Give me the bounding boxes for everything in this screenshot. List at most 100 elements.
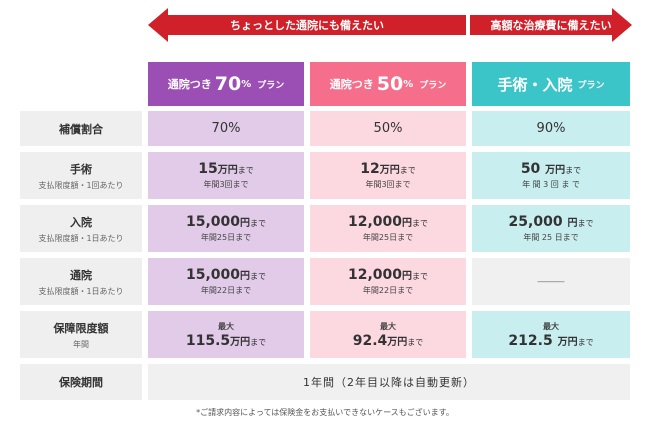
left-arrow-icon <box>148 8 466 42</box>
cell-hospital-surgery-sub: 年間 25 日まで <box>523 233 579 242</box>
cell-surgery-70: 15万円まで 年間3回まで <box>148 152 304 199</box>
plan-header-50-post: プラン <box>419 80 447 91</box>
row-label-outpatient: 通院 支払限度額・1日あたり <box>20 258 142 305</box>
amount-number: 25,000 <box>508 214 568 230</box>
amount-until: まで <box>412 219 429 228</box>
row-label-hospital-sub: 支払限度額・1日あたり <box>38 233 124 243</box>
cell-hospital-50-amount: 12,000円まで <box>348 214 428 230</box>
cell-ratio-50: 50% <box>310 111 466 146</box>
amount-unit: 円 <box>567 218 578 229</box>
row-label-surgery-text: 手術 <box>70 162 92 176</box>
cell-ratio-70: 70% <box>148 111 304 146</box>
plan-header-50: 通院つき 50 % プラン <box>310 62 466 106</box>
cell-hospital-surgery-amount: 25,000 円まで <box>509 214 594 230</box>
cell-outpatient-surgery-dash: ――― <box>537 276 565 287</box>
amount-unit: 万円 <box>230 336 251 348</box>
cell-limit-surgery: 最大 212.5 万円まで <box>472 311 630 358</box>
row-label-period: 保険期間 <box>20 364 142 400</box>
row-label-limit: 保障限度額 年間 <box>20 311 142 358</box>
cell-ratio-70-value: 70% <box>211 121 241 136</box>
high-cost-arrow-label: 高額な治療費に備えたい <box>490 19 612 32</box>
row-label-outpatient-text: 通院 <box>70 268 92 282</box>
amount-until: まで <box>250 337 267 347</box>
amount-number: 212.5 <box>508 332 558 349</box>
low-cost-arrow-label: ちょっとした通院にも備えたい <box>230 19 384 32</box>
cell-limit-50: 最大 92.4万円まで <box>310 311 466 358</box>
cell-outpatient-surgery: ――― <box>472 258 630 305</box>
amount-unit: 万円 <box>379 165 400 176</box>
amount-unit: 万円 <box>545 165 566 176</box>
cell-surgery-surgery: 50 万円まで 年 間 3 回 ま で <box>472 152 630 199</box>
plan-header-50-pre: 通院つき <box>329 78 374 91</box>
cell-ratio-surgery-value: 90% <box>536 121 566 136</box>
cell-period-value-text: 1年間（2年目以降は自動更新） <box>303 376 475 389</box>
cell-outpatient-50-amount: 12,000円まで <box>348 267 428 283</box>
cell-outpatient-50-sub: 年間22日まで <box>362 286 414 295</box>
amount-unit: 円 <box>240 271 251 282</box>
plan-header-70: 通院つき 70 % プラン <box>148 62 304 106</box>
cell-outpatient-70: 15,000円まで 年間22日まで <box>148 258 304 305</box>
plan-header-70-pct: % <box>241 78 252 90</box>
cell-surgery-50-amount: 12万円まで <box>360 161 415 177</box>
amount-until: まで <box>237 166 254 175</box>
row-label-outpatient-sub: 支払限度額・1日あたり <box>38 286 124 296</box>
cell-surgery-50: 12万円まで 年間3回まで <box>310 152 466 199</box>
plan-header-surgery-name: 手術・入院 <box>497 75 573 94</box>
plan-header-70-post: プラン <box>257 80 285 91</box>
low-cost-arrow: ちょっとした通院にも備えたい <box>148 8 466 42</box>
amount-number: 50 <box>520 161 546 177</box>
row-label-surgery: 手術 支払限度額・1回あたり <box>20 152 142 199</box>
row-label-limit-sub: 年間 <box>73 339 89 349</box>
row-label-ratio: 補償割合 <box>20 111 142 146</box>
amount-number: 15 <box>198 161 218 177</box>
cell-ratio-surgery: 90% <box>472 111 630 146</box>
amount-unit: 万円 <box>217 165 238 176</box>
amount-unit: 円 <box>402 271 413 282</box>
cell-limit-70-amount: 115.5万円まで <box>186 333 266 349</box>
amount-until: まで <box>399 166 416 175</box>
amount-until: まで <box>577 219 594 228</box>
cell-hospital-50-sub: 年間25日まで <box>362 233 414 242</box>
row-label-limit-text: 保障限度額 <box>53 321 109 335</box>
amount-number: 12 <box>360 161 380 177</box>
high-cost-arrow: 高額な治療費に備えたい <box>470 8 632 42</box>
cell-limit-50-amount: 92.4万円まで <box>353 333 424 349</box>
amount-unit: 円 <box>402 218 413 229</box>
amount-unit: 万円 <box>387 336 408 348</box>
plan-header-50-pct: % <box>403 78 414 90</box>
cell-surgery-70-sub: 年間3回まで <box>203 180 249 189</box>
amount-number: 12,000 <box>347 267 403 283</box>
cell-hospital-70: 15,000円まで 年間25日まで <box>148 205 304 252</box>
cell-outpatient-70-amount: 15,000円まで <box>186 267 266 283</box>
plan-header-70-pre: 通院つき <box>167 78 212 91</box>
amount-until: まで <box>412 272 429 281</box>
amount-number: 92.4 <box>352 332 388 349</box>
plan-header-50-num: 50 <box>376 73 404 95</box>
right-arrow-icon <box>470 8 632 42</box>
cell-surgery-surgery-amount: 50 万円まで <box>521 161 581 177</box>
row-label-ratio-text: 補償割合 <box>59 122 103 136</box>
amount-number: 12,000 <box>347 214 403 230</box>
plan-header-surgery: 手術・入院 プラン <box>472 62 630 106</box>
cell-hospital-70-amount: 15,000円まで <box>186 214 266 230</box>
cell-outpatient-50: 12,000円まで 年間22日まで <box>310 258 466 305</box>
cell-outpatient-70-sub: 年間22日まで <box>200 286 252 295</box>
row-label-period-text: 保険期間 <box>59 376 103 389</box>
cell-hospital-70-sub: 年間25日まで <box>200 233 252 242</box>
cell-hospital-50: 12,000円まで 年間25日まで <box>310 205 466 252</box>
cell-hospital-surgery: 25,000 円まで 年間 25 日まで <box>472 205 630 252</box>
amount-number: 15,000 <box>185 267 241 283</box>
amount-until: まで <box>565 166 582 175</box>
amount-number: 15,000 <box>185 214 241 230</box>
amount-number: 115.5 <box>185 332 231 349</box>
footnote: *ご請求内容によっては保険金をお支払いできないケースもございます。 <box>196 408 454 417</box>
cell-limit-70-top: 最大 <box>218 321 234 331</box>
plan-header-surgery-post: プラン <box>577 80 605 91</box>
row-label-hospital-text: 入院 <box>70 215 92 229</box>
cell-surgery-surgery-sub: 年 間 3 回 ま で <box>522 180 580 189</box>
cell-surgery-50-sub: 年間3回まで <box>365 180 411 189</box>
amount-until: まで <box>250 219 267 228</box>
cell-period-value: 1年間（2年目以降は自動更新） <box>148 364 630 400</box>
cell-limit-70: 最大 115.5万円まで <box>148 311 304 358</box>
cell-limit-surgery-top: 最大 <box>543 321 559 331</box>
